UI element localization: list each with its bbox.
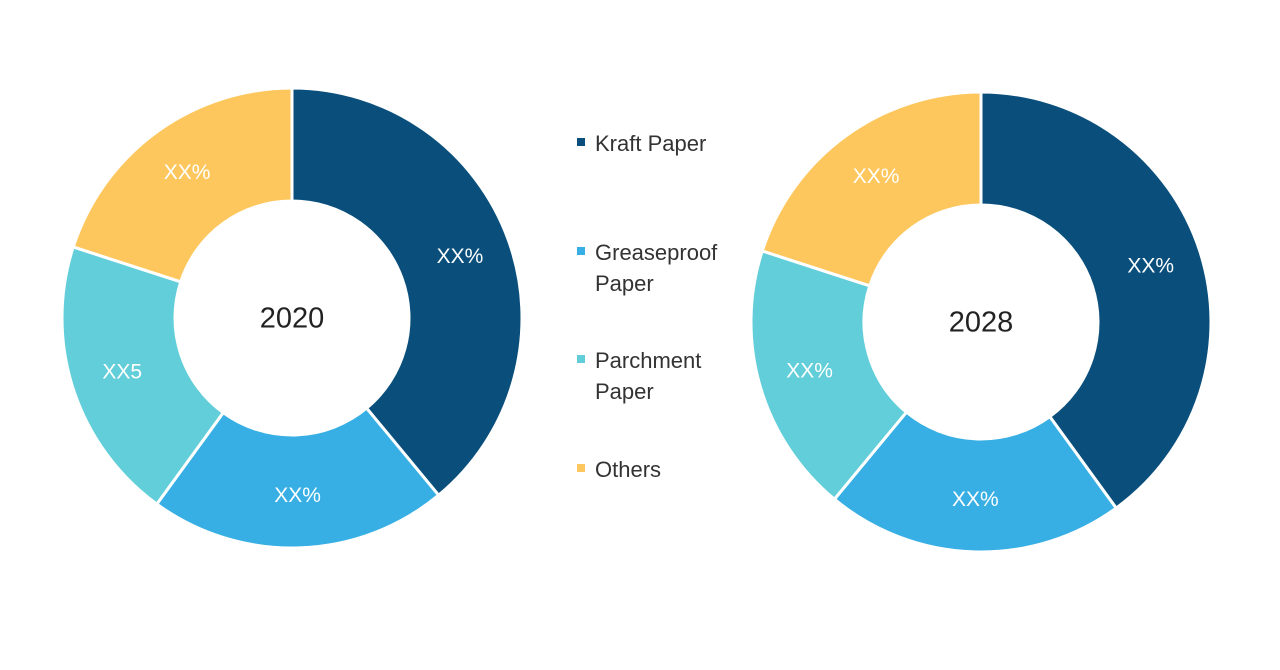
legend-swatch — [577, 138, 585, 146]
legend-item-kraft-paper: Kraft Paper — [577, 128, 765, 159]
slice-parchment-paper — [749, 249, 909, 502]
legend-item-parchment-paper: Parchment Paper — [577, 345, 765, 407]
slice-label-greaseproof-paper: XX% — [952, 488, 999, 511]
legend-item-greaseproof-paper: Greaseproof Paper — [577, 237, 765, 299]
slice-greaseproof-paper — [832, 410, 1119, 554]
slice-kraft-paper — [979, 90, 1213, 511]
legend-label: Others — [595, 457, 662, 482]
donut-chart-2020: XX% XX% XX5 XX% 2020 — [60, 86, 524, 550]
slice-label-parchment-paper: XX% — [786, 359, 833, 382]
legend-label: Kraft Paper — [595, 131, 707, 156]
slice-label-greaseproof-paper: XX% — [274, 484, 321, 507]
slice-label-parchment-paper: XX5 — [102, 361, 142, 384]
slice-greaseproof-paper — [154, 406, 441, 550]
slice-parchment-paper — [60, 245, 226, 507]
slice-kraft-paper — [290, 86, 524, 498]
legend-item-others: Others — [577, 454, 765, 485]
slice-label-others: XX% — [164, 161, 211, 184]
slice-label-kraft-paper: XX% — [437, 245, 484, 268]
slice-others — [760, 90, 983, 288]
legend-swatch — [577, 355, 585, 363]
legend-label: Parchment Paper — [595, 348, 702, 404]
donut-chart-2028: XX% XX% XX% XX% 2028 — [749, 90, 1213, 554]
center-year-label: 2020 — [260, 303, 325, 335]
center-year-label: 2028 — [949, 307, 1014, 339]
slice-label-kraft-paper: XX% — [1127, 254, 1174, 277]
slice-others — [71, 86, 294, 284]
legend-swatch — [577, 464, 585, 472]
slice-label-others: XX% — [853, 165, 900, 188]
legend-swatch — [577, 247, 585, 255]
legend-label: Greaseproof Paper — [595, 240, 718, 296]
